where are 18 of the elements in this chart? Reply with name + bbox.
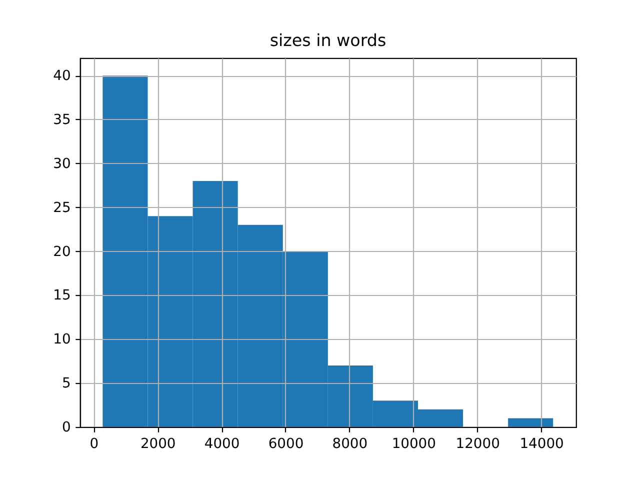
x-tick-label: 0: [90, 436, 99, 452]
y-tick-label: 20: [53, 244, 71, 260]
chart-title: sizes in words: [270, 31, 386, 50]
x-tick-label: 10000: [392, 436, 436, 452]
x-tick-label: 4000: [204, 436, 240, 452]
y-tick-label: 0: [62, 420, 71, 436]
y-tick-label: 25: [53, 200, 71, 216]
x-tick-label: 14000: [520, 436, 564, 452]
y-tick-label: 35: [53, 112, 71, 128]
y-tick-label: 30: [53, 156, 71, 172]
y-tick-label: 15: [53, 288, 71, 304]
x-tick-label: 6000: [268, 436, 304, 452]
y-tick-label: 40: [53, 68, 71, 84]
x-tick-label: 12000: [456, 436, 500, 452]
y-tick-label: 5: [62, 376, 71, 392]
x-tick-label: 8000: [332, 436, 368, 452]
y-tick-label: 10: [53, 332, 71, 348]
x-tick-label: 2000: [140, 436, 176, 452]
